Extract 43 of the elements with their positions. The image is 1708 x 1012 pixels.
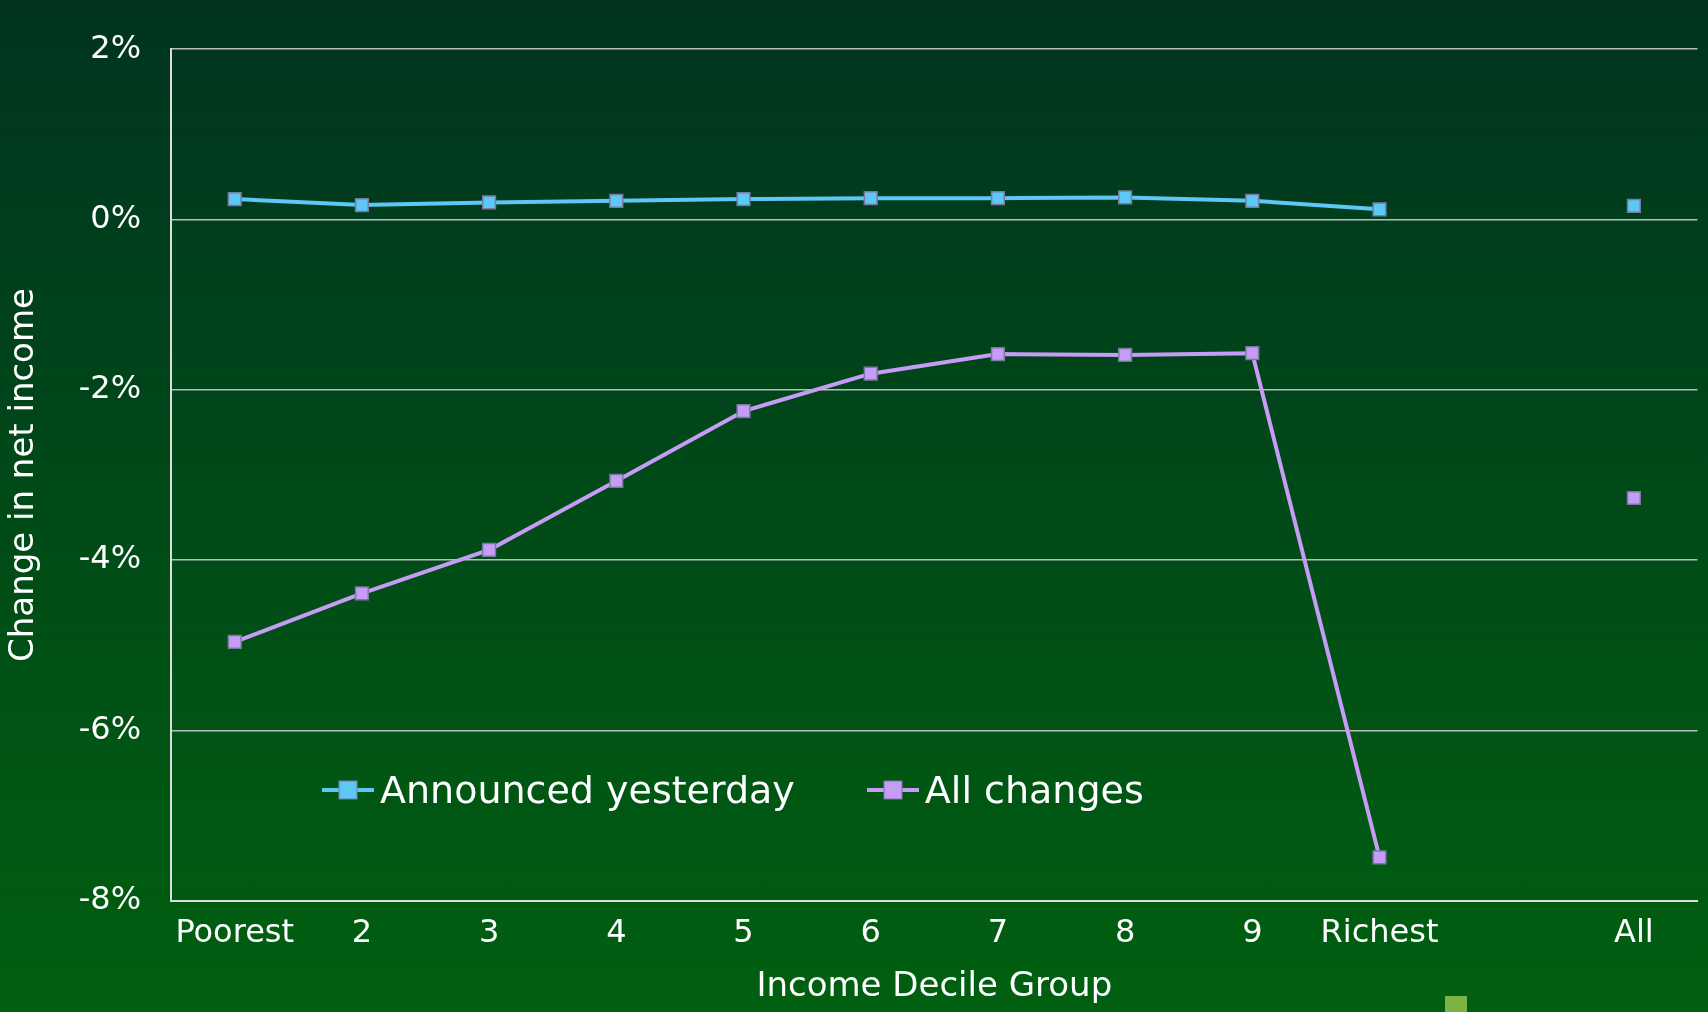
y-tick-label: 0% bbox=[90, 197, 142, 236]
point bbox=[990, 346, 1006, 362]
point bbox=[1372, 850, 1387, 865]
y-tick-label: -8% bbox=[78, 879, 142, 918]
y-tick-label: -4% bbox=[78, 538, 142, 577]
x-tick-label: 2 bbox=[351, 912, 373, 951]
point bbox=[1626, 198, 1642, 214]
point bbox=[1372, 202, 1387, 217]
y-tick-label: 2% bbox=[90, 27, 142, 66]
legend-label: All changes bbox=[924, 768, 1144, 812]
x-tick-label: Poorest bbox=[175, 912, 295, 951]
point bbox=[482, 542, 497, 558]
point bbox=[482, 195, 497, 210]
x-tick-label: 9 bbox=[1242, 912, 1263, 951]
point bbox=[1245, 346, 1260, 361]
x-tick-label: 7 bbox=[987, 912, 1009, 951]
point bbox=[227, 634, 242, 650]
point bbox=[609, 473, 624, 489]
point bbox=[1626, 490, 1642, 506]
point bbox=[1245, 193, 1260, 208]
point bbox=[736, 404, 751, 419]
x-tick-label: Richest bbox=[1320, 912, 1439, 951]
point bbox=[609, 193, 624, 208]
point bbox=[863, 366, 878, 381]
point bbox=[1117, 347, 1133, 363]
y-axis-title: Change in net income bbox=[1, 288, 42, 662]
x-tick-label: 4 bbox=[606, 912, 627, 951]
point bbox=[227, 191, 242, 207]
x-tick-label: 3 bbox=[478, 912, 500, 951]
x-tick-label: 5 bbox=[733, 912, 754, 951]
point bbox=[736, 191, 751, 207]
legend-label: Announced yesterday bbox=[380, 768, 795, 812]
y-tick-label: -6% bbox=[78, 708, 142, 747]
point bbox=[354, 586, 370, 601]
point bbox=[354, 197, 370, 213]
x-tick-label: All bbox=[1614, 912, 1654, 951]
x-tick-label: 6 bbox=[860, 912, 881, 951]
x-tick-label: 8 bbox=[1114, 912, 1136, 951]
point bbox=[990, 191, 1006, 206]
point bbox=[1117, 190, 1133, 205]
y-tick-label: -2% bbox=[78, 368, 142, 407]
point bbox=[863, 191, 878, 206]
x-axis-title: Income Decile Group bbox=[756, 964, 1113, 1005]
